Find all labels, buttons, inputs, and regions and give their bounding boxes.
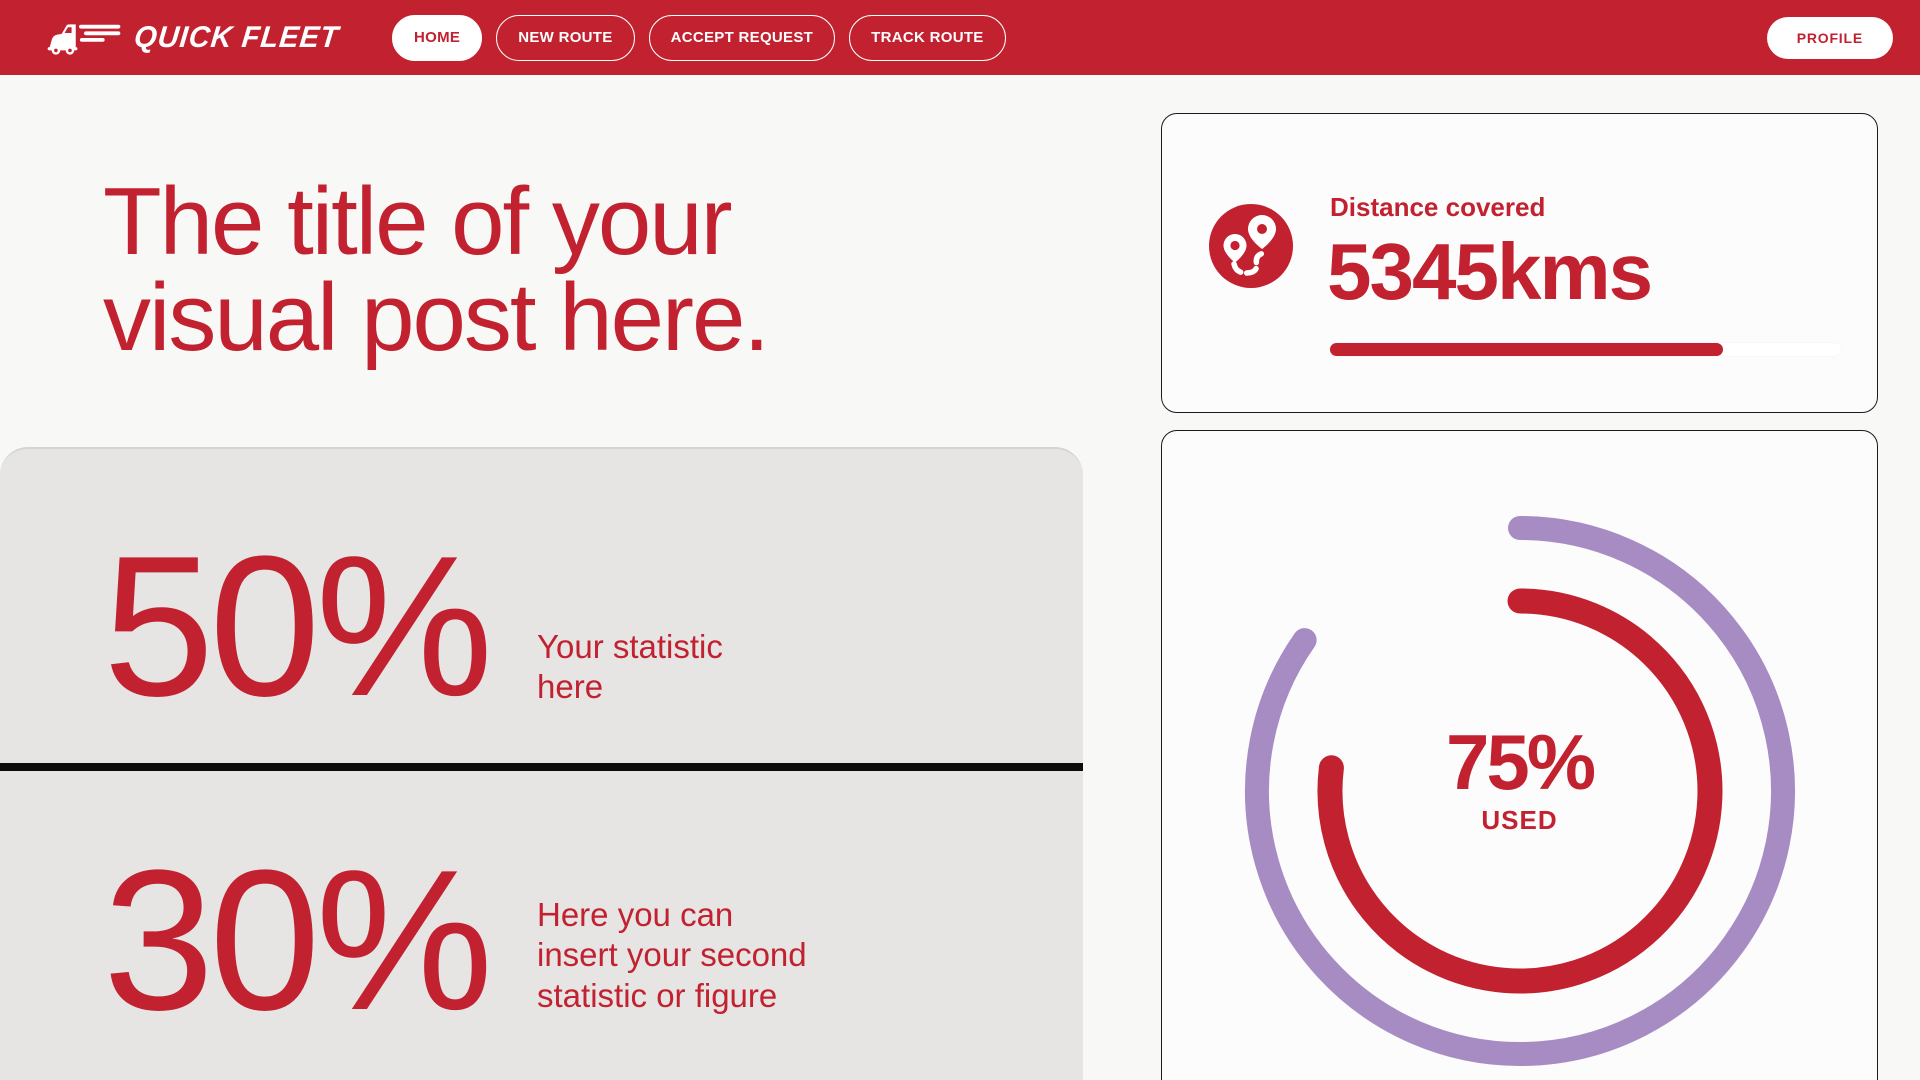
route-icon bbox=[1209, 204, 1293, 288]
nav-new-route-button[interactable]: NEW ROUTE bbox=[496, 14, 635, 61]
stat-value-first: 50% bbox=[103, 515, 493, 738]
stat-value-second: 30% bbox=[103, 829, 493, 1052]
nav-home-button[interactable]: HOME bbox=[392, 14, 483, 61]
stat-block-first: 50% Your statistic here bbox=[0, 447, 1083, 763]
gauge-inner-arc bbox=[1317, 588, 1723, 994]
distance-value: 5345kms bbox=[1327, 227, 1653, 316]
truck-icon bbox=[47, 23, 121, 55]
page-title: The title of your visual post here. bbox=[103, 168, 770, 371]
stat-caption-first: Your statistic here bbox=[537, 628, 723, 706]
nav-accept-request-button[interactable]: ACCEPT REQUEST bbox=[648, 14, 836, 61]
brand-name: QUICK FLEET bbox=[132, 20, 341, 54]
main-nav: HOME NEW ROUTE ACCEPT REQUEST TRACK ROUT… bbox=[392, 14, 1006, 61]
fuel-gauge-card: 75% USED bbox=[1161, 430, 1878, 1080]
nav-track-route-button[interactable]: TRACK ROUTE bbox=[849, 14, 1006, 61]
profile-button[interactable]: PROFILE bbox=[1766, 16, 1893, 59]
distance-progress-fill bbox=[1330, 343, 1724, 356]
distance-label: Distance covered bbox=[1330, 192, 1546, 222]
stats-divider bbox=[0, 763, 1083, 771]
stat-block-second: 30% Here you can insert your second stat… bbox=[0, 771, 1083, 1080]
gauge-value: 75% bbox=[1445, 718, 1596, 806]
gauge-outer-arc bbox=[1245, 516, 1795, 1066]
gauge-label: 75% USED bbox=[1162, 723, 1877, 833]
stats-panel: 50% Your statistic here 30% Here you can… bbox=[0, 447, 1083, 1080]
top-nav-bar: QUICK FLEET HOME NEW ROUTE ACCEPT REQUES… bbox=[0, 0, 1920, 75]
distance-progress-track bbox=[1330, 343, 1841, 356]
stat-caption-second: Here you can insert your second statisti… bbox=[537, 896, 807, 1014]
distance-card: Distance covered 5345kms bbox=[1161, 113, 1878, 413]
brand-logo[interactable]: QUICK FLEET bbox=[46, 16, 342, 60]
gauge-caption: USED bbox=[1481, 805, 1558, 835]
fuel-gauge-svg bbox=[1245, 516, 1795, 1066]
